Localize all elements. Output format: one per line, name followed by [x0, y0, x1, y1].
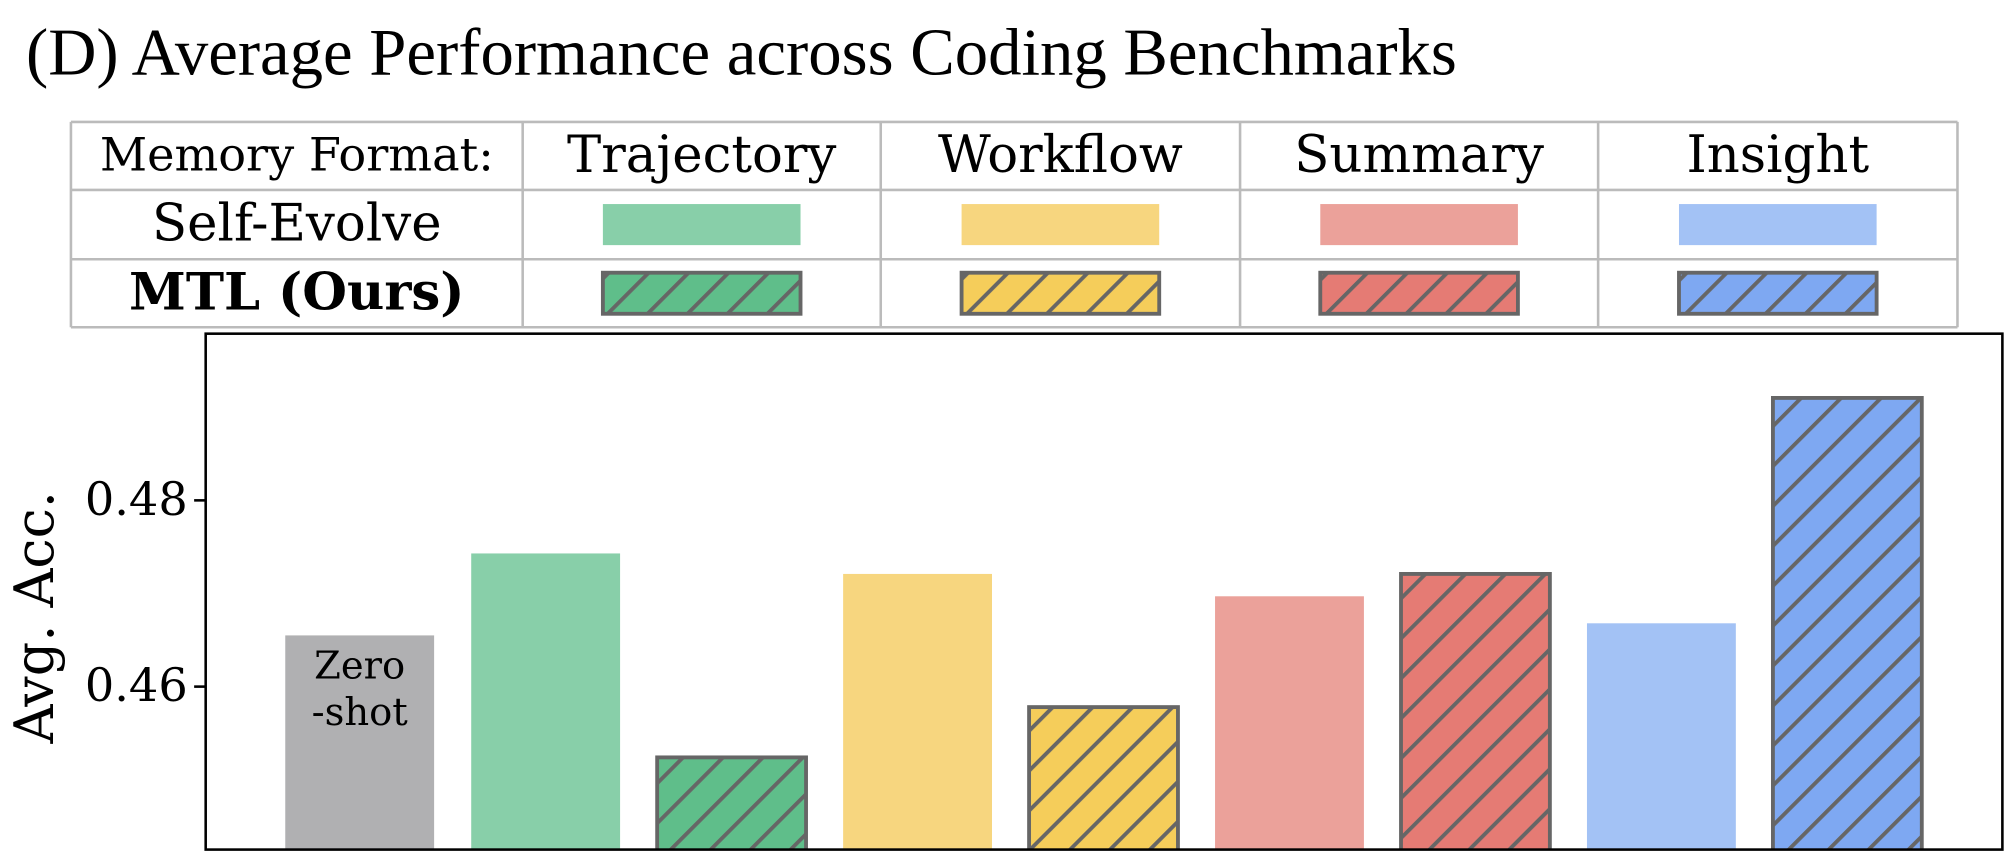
bar [1027, 705, 1180, 850]
legend-row: MTL (Ours) [129, 262, 465, 322]
legend-format: Summary [1294, 125, 1544, 185]
bar [471, 553, 621, 850]
legend-swatch [961, 204, 1160, 246]
y-tick-label: 0.48 [85, 472, 188, 526]
chart-title: (D) Average Performance across Coding Be… [26, 16, 1457, 89]
bar-annotation: -shot [312, 690, 409, 735]
legend-row: Self-Evolve [152, 194, 442, 254]
plot-frame [204, 332, 2004, 851]
legend-swatch [959, 270, 1162, 316]
bar [843, 573, 992, 850]
bar-annotation: Zero [314, 644, 405, 689]
legend-swatch [602, 204, 801, 246]
legend-swatch [1678, 204, 1877, 246]
bar [1770, 396, 1924, 850]
legend-swatch [600, 270, 803, 316]
legend-format: Insight [1686, 125, 1869, 185]
legend-swatch [1677, 270, 1879, 316]
y-axis-label: Avg. Acc. [3, 491, 66, 744]
bar [285, 635, 435, 850]
bar [1586, 623, 1736, 850]
y-tick-label: 0.46 [85, 658, 188, 712]
bar [1215, 596, 1364, 850]
legend-swatch [1320, 204, 1518, 246]
bar [1399, 572, 1552, 850]
legend-header: Memory Format: [100, 127, 494, 181]
legend-swatch [1318, 270, 1520, 316]
legend: Memory Format: Trajectory Workflow Summary I… [69, 120, 1959, 329]
bar [655, 755, 808, 850]
legend-format: Workflow [938, 125, 1183, 185]
legend-format: Trajectory [567, 125, 836, 185]
